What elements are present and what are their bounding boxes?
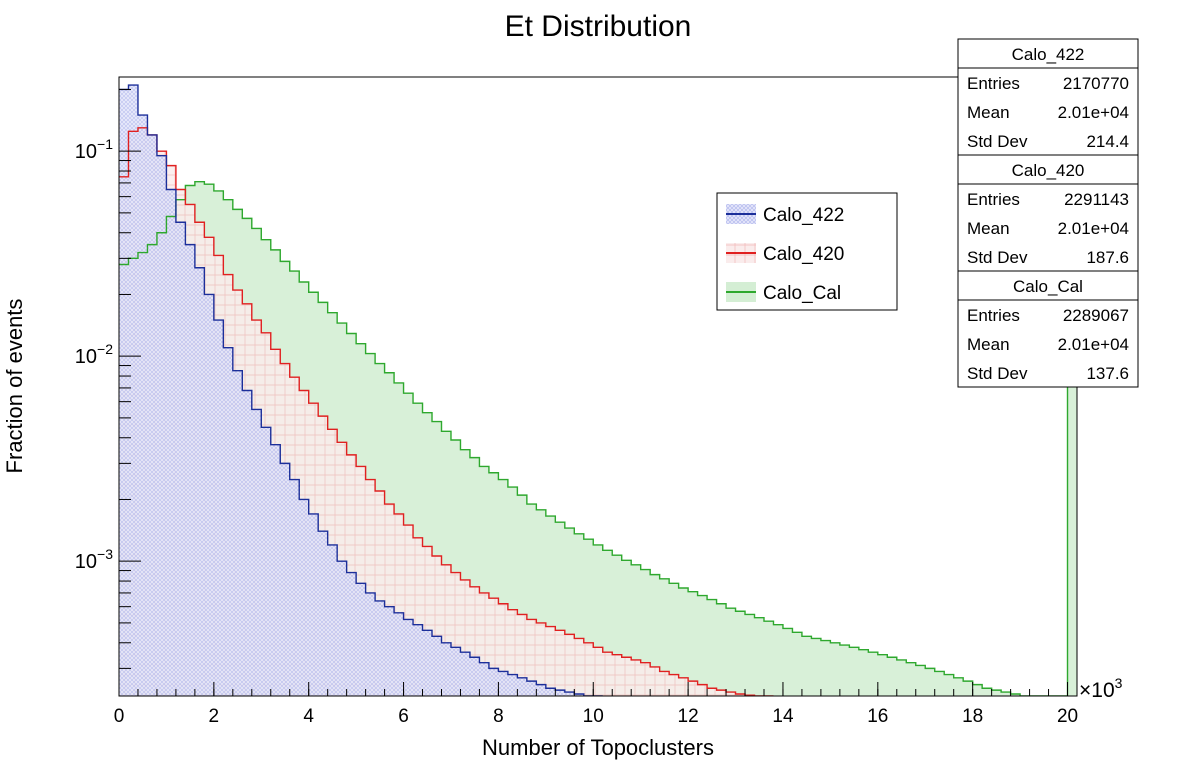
stats-row-value: 187.6 [1086, 248, 1129, 267]
legend: Calo_422 Calo_420 Calo_Cal [716, 192, 898, 311]
x-tick-label: 10 [583, 706, 604, 727]
x-tick-label: 8 [493, 706, 504, 727]
chart-title: Et Distribution [505, 10, 692, 43]
y-tick-label: 10−3 [75, 546, 113, 573]
axes: 0 2 4 6 8 10 12 14 16 18 20 10−1 10−2 10−3 [75, 88, 1078, 727]
y-axis-label: Fraction of events [2, 299, 27, 474]
fill-calo-422 [119, 85, 603, 696]
stats-box-title: Calo_420 [1012, 161, 1085, 180]
legend-item-calo-422: Calo_422 [726, 204, 844, 226]
x-tick-label: 6 [398, 706, 409, 727]
series-line-calo-422 [119, 84, 603, 696]
stats-row-label: Mean [967, 335, 1010, 354]
stats-row-label: Mean [967, 219, 1010, 238]
stats-box-frame [957, 38, 1139, 156]
legend-label-calo-420: Calo_420 [763, 244, 844, 265]
x-axis-label: Number of Topoclusters [482, 735, 714, 760]
x-multiplier: ×103 [1079, 675, 1123, 702]
stats-box-calo-420: Calo_420 Entries 2291143 Mean 2.01e+04 Std De… [957, 154, 1139, 272]
y-tick-label: 10−2 [75, 341, 113, 368]
stats-row-value: 2170770 [1063, 74, 1129, 93]
x-tick-label: 0 [114, 706, 125, 727]
legend-item-calo-420: Calo_420 [726, 243, 844, 265]
stats-row-label: Entries [967, 190, 1020, 209]
series-line-calo-cal [119, 88, 1077, 696]
x-tick-label: 4 [303, 706, 314, 727]
x-tick-label: 2 [209, 706, 220, 727]
stats-box-frame [957, 270, 1139, 388]
histogram-lines [119, 84, 1077, 696]
stats-boxes: Calo_422 Entries 2170770 Mean 2.01e+04 Std De… [957, 38, 1139, 388]
stats-row-label: Std Dev [967, 364, 1028, 383]
x-tick-label: 14 [772, 706, 794, 727]
stats-box-calo-422: Calo_422 Entries 2170770 Mean 2.01e+04 Std De… [957, 38, 1139, 156]
stats-row-value: 2291143 [1064, 190, 1129, 209]
stats-row-label: Entries [967, 306, 1020, 325]
stats-row-value: 214.4 [1086, 132, 1129, 151]
legend-label-calo-422: Calo_422 [763, 205, 844, 226]
stats-box-title: Calo_Cal [1013, 277, 1083, 296]
stats-row-value: 2.01e+04 [1058, 103, 1129, 122]
x-multiplier-base: ×10 [1079, 679, 1115, 702]
stats-row-value: 2289067 [1063, 306, 1129, 325]
series-line-calo-420 [119, 127, 774, 696]
stats-row-value: 2.01e+04 [1058, 219, 1129, 238]
stats-row-value: 2.01e+04 [1058, 335, 1129, 354]
x-multiplier-exp: 3 [1115, 675, 1123, 691]
y-tick-label: 10−1 [75, 136, 113, 163]
stats-row-label: Std Dev [967, 132, 1028, 151]
histogram-fills [119, 85, 1077, 696]
x-tick-label: 16 [867, 706, 888, 727]
x-tick-label: 20 [1057, 706, 1078, 727]
stats-box-calo-cal: Calo_Cal Entries 2289067 Mean 2.01e+04 Std De… [957, 270, 1139, 388]
x-tick-label: 12 [678, 706, 699, 727]
legend-label-calo-cal: Calo_Cal [763, 283, 841, 304]
stats-box-title: Calo_422 [1012, 45, 1085, 64]
stats-row-value: 137.6 [1086, 364, 1129, 383]
legend-item-calo-cal: Calo_Cal [726, 282, 841, 304]
x-tick-label: 18 [962, 706, 983, 727]
stats-row-label: Mean [967, 103, 1010, 122]
stats-row-label: Entries [967, 74, 1020, 93]
stats-row-label: Std Dev [967, 248, 1028, 267]
